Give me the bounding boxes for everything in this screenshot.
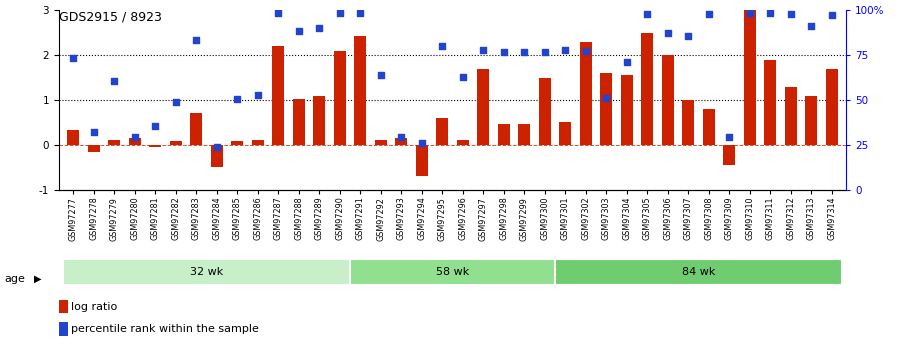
Bar [579,42,592,145]
Point [743,11,757,16]
Bar [518,124,530,145]
Bar [477,69,490,145]
Bar [231,141,243,145]
Point [148,123,162,129]
Bar [108,139,120,145]
Bar [334,51,346,145]
Bar [415,145,428,176]
Point [107,78,121,84]
Point [578,48,593,53]
Bar [825,69,838,145]
Point [374,73,388,78]
Point [722,134,737,140]
Point [538,49,552,55]
Bar [211,145,223,167]
Point [312,26,327,31]
Bar [538,78,551,145]
Bar [129,138,141,145]
Point [394,134,408,140]
Point [271,11,285,16]
Bar [292,99,305,145]
Point [435,43,450,49]
Bar [59,299,68,313]
Point [661,30,675,36]
Bar [67,130,80,145]
Point [189,37,204,42]
Bar [702,109,715,145]
Bar [350,259,555,285]
Point [620,59,634,65]
Bar [559,122,571,145]
Bar [190,112,203,145]
Point [497,49,511,55]
Text: 32 wk: 32 wk [190,267,223,277]
Bar [169,141,182,145]
Point [804,23,818,29]
Point [128,134,142,140]
Bar [88,145,100,152]
Point [763,11,777,16]
Text: ▶: ▶ [34,274,42,284]
Bar [354,36,367,145]
Text: percentile rank within the sample: percentile rank within the sample [71,325,260,334]
Point [353,11,367,16]
Point [784,11,798,17]
Text: age: age [5,274,25,284]
Point [209,145,224,150]
Bar [252,139,264,145]
Bar [785,87,797,145]
Bar [59,322,68,336]
Bar [457,139,469,145]
Point [66,56,81,61]
Point [332,11,347,16]
Bar [764,60,776,145]
Point [640,11,654,17]
Bar [498,124,510,145]
Bar [744,10,756,145]
Point [558,47,573,52]
Bar [621,76,633,145]
Text: 84 wk: 84 wk [681,267,715,277]
Bar [395,138,407,145]
Bar [149,145,161,147]
Point [230,96,244,102]
Bar [272,46,284,145]
Point [824,12,839,18]
Bar [600,73,613,145]
Bar [313,97,326,145]
Bar [682,100,694,145]
Text: 58 wk: 58 wk [436,267,469,277]
Bar [436,118,448,145]
Point [291,28,306,33]
Point [701,11,716,17]
Text: log ratio: log ratio [71,302,118,312]
Bar [555,259,842,285]
Point [599,95,614,101]
Bar [375,139,386,145]
Point [251,92,265,97]
Point [87,130,101,135]
Bar [662,55,674,145]
Point [168,100,183,105]
Point [681,33,696,39]
Bar [63,259,350,285]
Point [414,140,429,146]
Bar [805,96,817,145]
Point [455,74,470,79]
Point [517,49,531,55]
Bar [641,33,653,145]
Point [476,47,491,52]
Bar [723,145,736,165]
Text: GDS2915 / 8923: GDS2915 / 8923 [59,10,162,23]
